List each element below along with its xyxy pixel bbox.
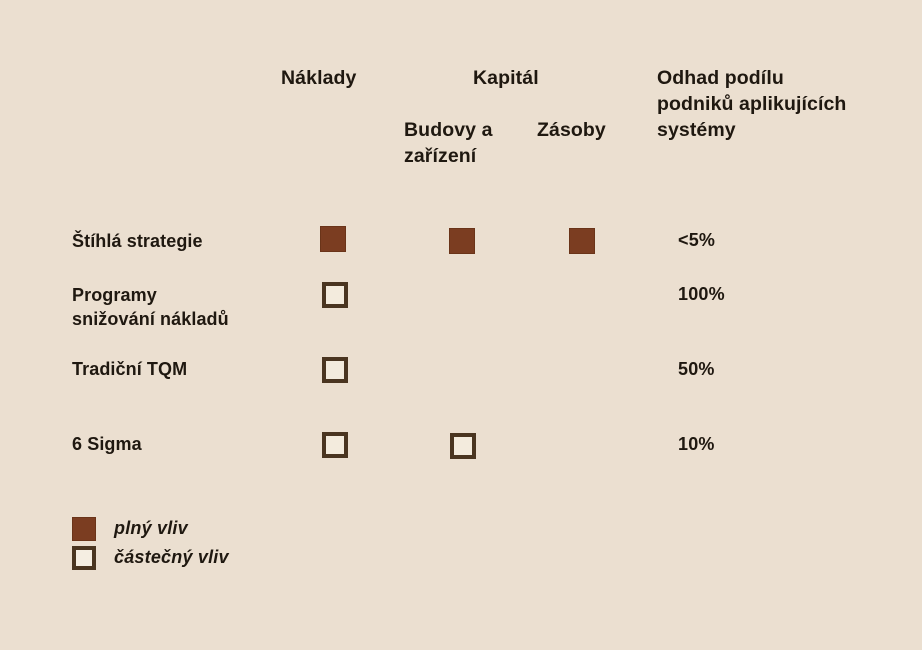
marker-six-sigma-buildings xyxy=(450,433,476,459)
row-label-cost-reduction-programs: Programy snižování nákladů xyxy=(72,285,229,329)
row-label-lean-strategy: Štíhlá strategie xyxy=(72,231,203,251)
legend-item-full-influence: plný vliv xyxy=(72,514,229,543)
marker-six-sigma-costs xyxy=(322,432,348,458)
column-group-header-capital: Kapitál xyxy=(473,67,539,89)
column-header-costs: Náklady xyxy=(281,67,357,89)
row-label-traditional-tqm: Tradiční TQM xyxy=(72,359,188,379)
share-value-six-sigma: 10% xyxy=(678,434,715,454)
legend-label-partial-influence: částečný vliv xyxy=(114,547,229,567)
legend-swatch-partial-icon xyxy=(72,545,96,570)
column-header-share-estimate: Odhad podílu podniků aplikujících systém… xyxy=(657,67,847,141)
legend-swatch-full-icon xyxy=(72,516,96,541)
legend: plný vliv částečný vliv xyxy=(72,514,229,572)
marker-traditional-tqm-costs xyxy=(322,357,348,383)
row-label-six-sigma: 6 Sigma xyxy=(72,434,142,454)
marker-lean-strategy-inventory xyxy=(569,228,595,254)
column-header-inventory: Zásoby xyxy=(537,119,606,141)
share-value-traditional-tqm: 50% xyxy=(678,359,715,379)
legend-item-partial-influence: částečný vliv xyxy=(72,543,229,572)
marker-lean-strategy-costs xyxy=(320,226,346,252)
marker-lean-strategy-buildings xyxy=(449,228,475,254)
column-header-buildings-equipment: Budovy a zařízení xyxy=(404,119,493,167)
marker-cost-reduction-programs-costs xyxy=(322,282,348,308)
legend-label-full-influence: plný vliv xyxy=(114,518,188,538)
share-value-cost-reduction-programs: 100% xyxy=(678,284,725,304)
share-value-lean-strategy: <5% xyxy=(678,230,716,250)
